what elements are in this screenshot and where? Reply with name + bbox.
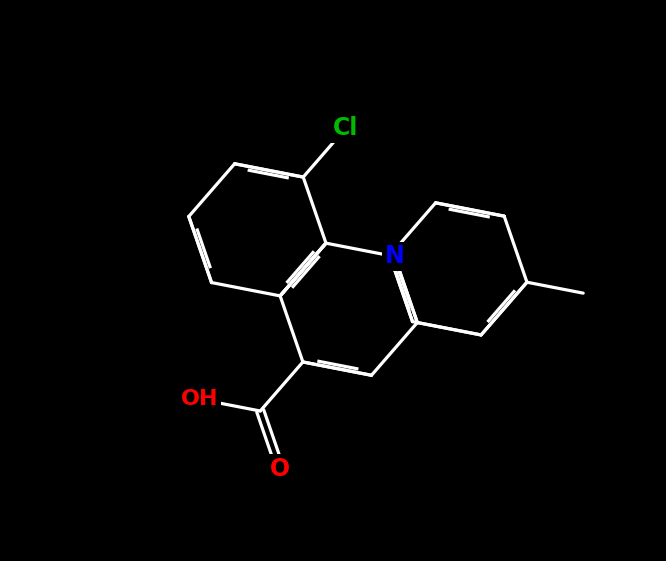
Text: N: N <box>385 245 404 269</box>
Text: O: O <box>270 457 290 481</box>
Text: OH: OH <box>181 389 218 410</box>
Text: Cl: Cl <box>333 116 358 140</box>
